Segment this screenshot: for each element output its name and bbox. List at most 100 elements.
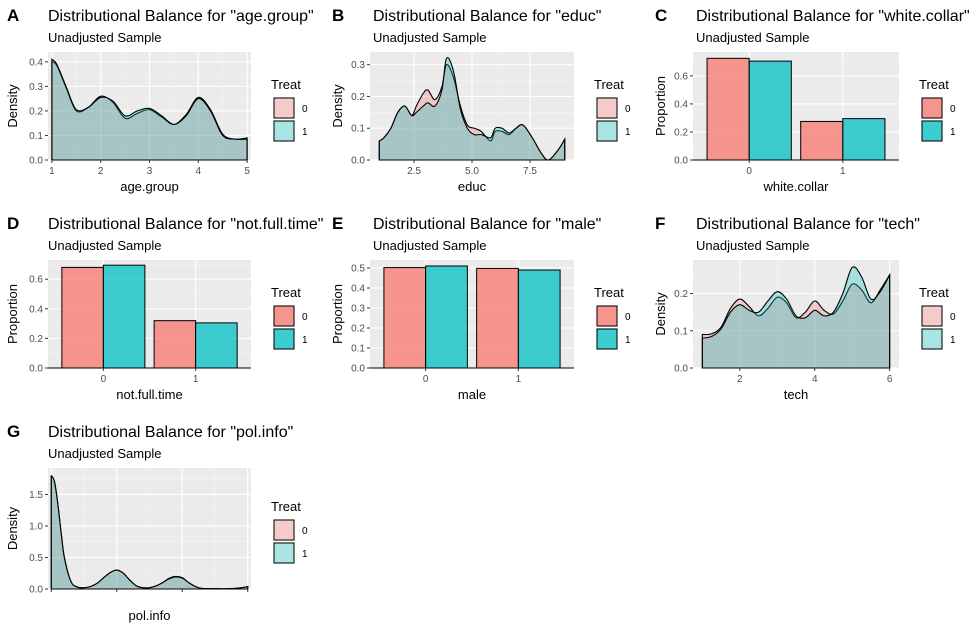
panel-tag: A	[7, 6, 19, 25]
x-tick-label: 0	[101, 374, 107, 385]
legend-swatch-0	[273, 97, 295, 119]
chart-subtitle: Unadjusted Sample	[373, 238, 486, 253]
chart-svg: C Distributional Balance for "white.colla…	[653, 6, 970, 194]
legend-swatch-1	[596, 328, 618, 350]
x-tick-label: 2	[98, 166, 104, 177]
chart-panel-b: B Distributional Balance for "educ" Unadju…	[325, 0, 648, 208]
y-tick-label: 0.2	[351, 324, 365, 335]
x-tick-label: 0	[746, 166, 752, 177]
legend-label: 1	[302, 127, 308, 138]
legend-title: Treat	[594, 285, 624, 300]
legend-swatch-0	[273, 305, 295, 327]
legend-key-bg	[596, 120, 618, 142]
x-axis-label: white.collar	[762, 179, 829, 194]
bar-treat-1-cat-0	[425, 265, 468, 369]
legend-label: 0	[950, 312, 956, 323]
chart-subtitle: Unadjusted Sample	[48, 446, 161, 461]
chart-subtitle: Unadjusted Sample	[48, 30, 161, 45]
legend-title: Treat	[271, 499, 301, 514]
legend-key-bg	[921, 305, 943, 327]
y-axis-label: Density	[653, 292, 668, 336]
y-tick-label: 0.2	[351, 92, 365, 103]
y-tick-label: 1.5	[29, 490, 43, 501]
x-axis-label: pol.info	[129, 608, 171, 623]
panel-tag: F	[655, 214, 665, 233]
legend-label: 1	[302, 335, 308, 346]
y-tick-label: 0.0	[674, 156, 688, 167]
chart-subtitle: Unadjusted Sample	[48, 238, 161, 253]
chart-panel-a: A Distributional Balance for "age.group" U…	[0, 0, 325, 208]
legend-title: Treat	[594, 77, 624, 92]
legend-swatch-0	[921, 305, 943, 327]
bar-treat-0-cat-1	[476, 267, 519, 369]
y-axis-label: Proportion	[5, 284, 20, 344]
y-tick-label: 0.6	[29, 275, 43, 286]
legend-label: 1	[625, 335, 631, 346]
legend-label: 1	[625, 127, 631, 138]
legend-key-bg	[596, 97, 618, 119]
x-axis-label: tech	[784, 387, 809, 402]
y-tick-label: 0.2	[674, 127, 688, 138]
panel-tag: D	[7, 214, 19, 233]
x-tick-label: 3	[147, 166, 153, 177]
legend-title: Treat	[919, 285, 949, 300]
chart-title: Distributional Balance for "educ"	[373, 8, 601, 25]
y-axis-label: Proportion	[653, 76, 668, 136]
density-area-treat-1	[378, 57, 566, 161]
legend-title: Treat	[271, 77, 301, 92]
y-tick-label: 0.5	[351, 264, 365, 275]
chart-title: Distributional Balance for "pol.info"	[48, 424, 293, 441]
chart-panel-g: G Distributional Balance for "pol.info" Un…	[0, 416, 325, 623]
legend-label: 0	[950, 104, 956, 115]
legend-label: 0	[625, 104, 631, 115]
y-tick-label: 0.2	[674, 289, 688, 300]
y-tick-label: 1.0	[29, 521, 43, 532]
legend-label: 0	[302, 526, 308, 537]
chart-title: Distributional Balance for "white.collar…	[696, 8, 970, 25]
x-tick-label: 5	[244, 166, 250, 177]
panel-tag: B	[332, 6, 344, 25]
legend-key-bg	[273, 97, 295, 119]
y-tick-label: 0.0	[351, 364, 365, 375]
chart-title: Distributional Balance for "not.full.tim…	[48, 216, 323, 233]
y-tick-label: 0.2	[29, 106, 43, 117]
x-tick-label: 4	[196, 166, 202, 177]
y-tick-label: 0.1	[351, 344, 365, 355]
chart-panel-c: C Distributional Balance for "white.colla…	[648, 0, 970, 208]
y-tick-label: 0.4	[29, 57, 43, 68]
legend-swatch-0	[596, 305, 618, 327]
panel-tag: G	[7, 422, 20, 441]
legend-label: 1	[302, 549, 308, 560]
chart-title: Distributional Balance for "male"	[373, 216, 601, 233]
bar-treat-0-cat-1	[153, 320, 197, 369]
y-tick-label: 0.3	[351, 304, 365, 315]
chart-svg: E Distributional Balance for "male" Unadju…	[330, 214, 631, 402]
chart-panel-e: E Distributional Balance for "male" Unadju…	[325, 208, 648, 416]
bar-treat-0-cat-0	[383, 267, 427, 369]
legend-key-bg	[273, 519, 295, 541]
bar-treat-1-cat-0	[748, 60, 792, 161]
x-tick-label: 2	[737, 374, 743, 385]
y-tick-label: 0.4	[29, 304, 43, 315]
x-tick-label: 1	[193, 374, 199, 385]
y-tick-label: 0.4	[674, 99, 688, 110]
legend-swatch-0	[921, 97, 943, 119]
y-tick-label: 0.0	[29, 585, 43, 596]
y-tick-label: 0.5	[29, 553, 43, 564]
x-tick-label: 6	[887, 374, 893, 385]
legend-label: 1	[950, 335, 956, 346]
y-tick-label: 0.0	[29, 156, 43, 167]
x-tick-label: 7.5	[523, 166, 537, 177]
y-tick-label: 0.3	[29, 82, 43, 93]
legend-key-bg	[921, 328, 943, 350]
panel-tag: C	[655, 6, 667, 25]
bar-treat-0-cat-0	[706, 57, 750, 161]
y-tick-label: 0.4	[351, 284, 365, 295]
bar-treat-1-cat-1	[195, 322, 238, 369]
density-area-treat-1	[51, 58, 248, 161]
bar-treat-1-cat-1	[517, 269, 561, 369]
legend-swatch-1	[273, 328, 295, 350]
bar-treat-1-cat-1	[842, 118, 886, 161]
legend-swatch-1	[921, 120, 943, 142]
chart-panel-f: F Distributional Balance for "tech" Unadju…	[648, 208, 970, 416]
